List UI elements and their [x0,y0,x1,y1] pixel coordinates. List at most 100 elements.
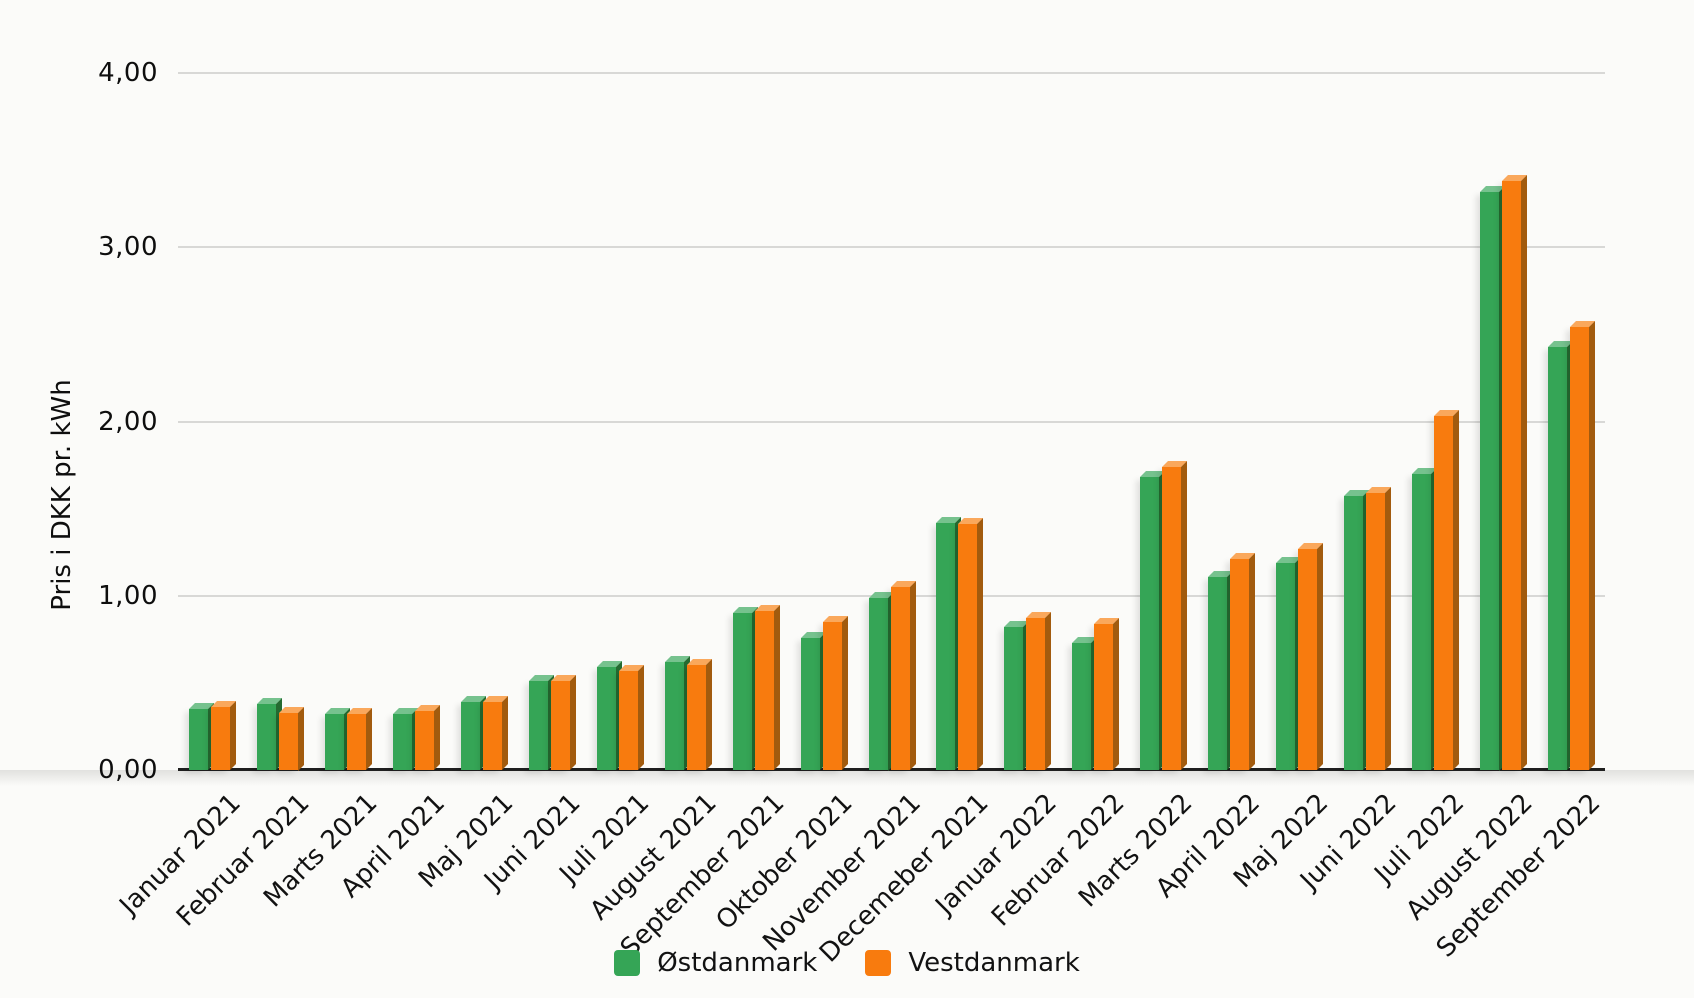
bar-pair [732,73,780,770]
bar-ostdanmark[interactable] [1412,473,1432,770]
bar-pair [1480,73,1527,770]
category-slot: April 2022 [1151,73,1266,904]
bar-pair [1548,73,1595,770]
bar-ostdanmark[interactable] [1004,627,1024,770]
bar-ostdanmark[interactable] [1140,477,1160,770]
gridline-2 [178,420,1605,423]
bar-ostdanmark[interactable] [188,709,208,770]
bar-vestdanmark[interactable] [1094,623,1114,770]
bar-vestdanmark[interactable] [210,707,230,770]
bar-pair [1208,73,1255,770]
bar-pair [664,73,712,770]
bar-ostdanmark[interactable] [1548,346,1568,770]
legend-item-vestdanmark[interactable]: Vestdanmark [865,948,1080,978]
bar-ostdanmark[interactable] [664,661,684,770]
legend-item-ostdanmark[interactable]: Østdanmark [614,948,817,978]
category-slot: Oktober 2021 [711,73,859,936]
category-slot: Juli 2021 [554,73,655,889]
legend-label: Vestdanmark [908,948,1080,978]
bar-pair [800,73,848,770]
bar-pair [460,73,508,770]
plot-area: 4,00 3,00 2,00 1,00 0,00 Januar 2021 Febr… [0,58,1694,969]
category-slot: Januar 2021 [115,73,247,921]
bar-ostdanmark[interactable] [1208,576,1228,770]
bar-ostdanmark[interactable] [256,703,276,770]
category-slot: Februar 2021 [171,73,315,932]
gridline-4 [178,72,1605,74]
bar-ostdanmark[interactable] [528,681,548,770]
category-slot: Marts 2021 [258,73,383,913]
bar-ostdanmark[interactable] [1276,562,1296,770]
bar-vestdanmark[interactable] [550,681,570,770]
bar-ostdanmark[interactable] [936,522,956,770]
bar-pair [868,73,916,770]
bar-pair [1344,73,1391,770]
bar-pair [528,73,576,770]
bar-vestdanmark[interactable] [1434,416,1454,770]
bar-ostdanmark[interactable] [460,702,480,770]
bar-pair [1004,73,1051,770]
y-tick-label: 2,00 [98,406,158,437]
bar-vestdanmark[interactable] [346,714,366,770]
bar-pair [1412,73,1459,770]
bar-vestdanmark[interactable] [1570,327,1590,770]
bar-ostdanmark[interactable] [732,613,752,770]
legend-label: Østdanmark [657,948,818,978]
category-slot: Juni 2022 [1295,73,1402,896]
bar-pair [596,73,644,770]
legend-swatch-ostdanmark-icon [614,950,641,976]
bar-vestdanmark[interactable] [1366,492,1386,770]
category-slot: Juli 2022 [1369,73,1470,889]
bar-ostdanmark[interactable] [1072,642,1092,770]
category-slot: Decemeber 2021 [814,73,995,969]
y-tick-label: 4,00 [98,58,158,88]
bar-vestdanmark[interactable] [1162,466,1182,770]
bar-ostdanmark[interactable] [324,714,344,770]
bar-slots: Januar 2021 Februar 2021 Marts 2021 April 2… [115,73,1606,969]
bar-ostdanmark[interactable] [392,714,412,770]
bar-vestdanmark[interactable] [686,665,706,770]
axis-shadow [0,770,1694,786]
category-slot: April 2021 [335,73,451,904]
category-slot: September 2021 [615,73,791,963]
category-slot: Juni 2021 [479,73,587,896]
bar-pair [936,73,983,770]
category-slot: Maj 2021 [413,73,519,894]
category-slot: August 2021 [585,73,723,926]
bar-vestdanmark[interactable] [958,524,978,770]
bar-vestdanmark[interactable] [1230,559,1250,770]
bar-ostdanmark[interactable] [1344,496,1364,770]
bar-vestdanmark[interactable] [754,611,774,770]
bar-vestdanmark[interactable] [1502,181,1522,770]
bar-pair [188,73,236,770]
bar-vestdanmark[interactable] [482,702,502,770]
gridline-3 [178,246,1605,249]
bar-vestdanmark[interactable] [1026,618,1046,770]
bar-pair [1276,73,1323,770]
category-slot: August 2022 [1400,73,1538,926]
y-tick-label: 3,00 [98,232,158,263]
bar-pair [1140,73,1187,770]
category-slot: September 2022 [1431,73,1606,963]
legend: Østdanmark Vestdanmark [0,948,1694,978]
y-tick-label: 1,00 [98,580,158,611]
bar-ostdanmark[interactable] [596,667,616,770]
category-slot: November 2021 [757,73,927,957]
bar-vestdanmark[interactable] [414,710,434,770]
bar-vestdanmark[interactable] [822,621,842,770]
bar-ostdanmark[interactable] [868,597,888,770]
bar-pair [256,73,304,770]
category-slot: Februar 2022 [986,73,1131,932]
bar-pair [324,73,372,770]
bar-vestdanmark[interactable] [1298,548,1318,770]
bar-vestdanmark[interactable] [618,670,638,770]
category-slot: Marts 2022 [1073,73,1199,913]
bar-pair [1072,73,1119,770]
bar-ostdanmark[interactable] [1480,191,1500,770]
y-axis-title: Pris i DKK pr. kWh [47,379,77,611]
category-slot: Januar 2022 [930,73,1063,921]
bar-ostdanmark[interactable] [800,637,820,770]
y-tick-label: 0,00 [98,755,158,785]
bar-vestdanmark[interactable] [890,587,910,770]
bar-vestdanmark[interactable] [278,712,298,770]
